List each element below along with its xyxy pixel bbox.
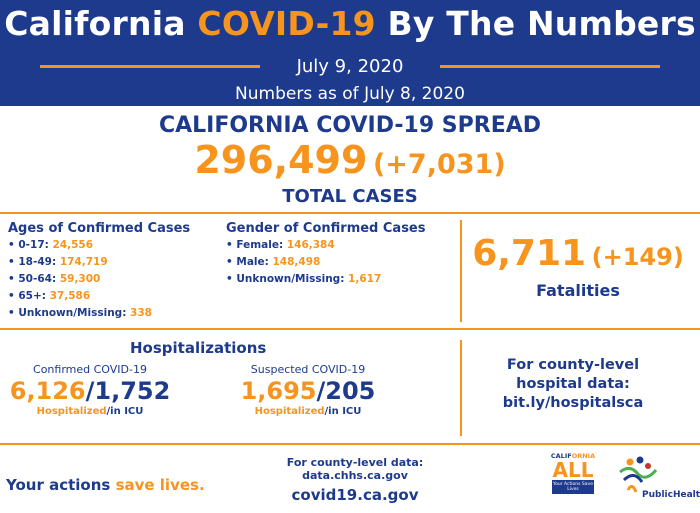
ages-title: Ages of Confirmed Cases xyxy=(8,221,191,236)
fatalities-change: (+149) xyxy=(591,243,684,271)
list-item: • Male: 148,498 xyxy=(226,256,321,268)
cdph-figure-icon xyxy=(619,456,658,493)
covid-site-link[interactable]: covid19.ca.gov xyxy=(291,486,419,504)
divider xyxy=(0,443,700,445)
header-rule-right xyxy=(440,65,660,68)
divider xyxy=(0,212,700,214)
list-item: • Unknown/Missing: 338 xyxy=(8,307,152,319)
fatalities-value: 6,711 (+149) xyxy=(468,233,688,274)
list-item: • 0-17: 24,556 xyxy=(8,239,94,251)
fatalities-number: 6,711 xyxy=(472,233,587,274)
county-hospital-data: For county-level hospital data: bit.ly/h… xyxy=(488,356,658,413)
title-prefix: California xyxy=(4,4,186,43)
suspected-label: Suspected COVID-19 xyxy=(250,363,366,376)
confirmed-hospitalized: Confirmed COVID-19 6,126/1,752 Hospitali… xyxy=(0,363,180,417)
confirmed-sublabel: Hospitalized/in ICU xyxy=(36,406,144,417)
divider xyxy=(460,220,462,322)
list-item: • 50-64: 59,300 xyxy=(8,273,101,285)
confirmed-label: Confirmed COVID-19 xyxy=(33,363,147,376)
list-item: • Female: 146,384 xyxy=(226,239,335,251)
title-highlight: COVID-19 xyxy=(197,4,376,43)
suspected-hospitalized: Suspected COVID-19 1,695/205 Hospitalize… xyxy=(218,363,398,417)
title-suffix: By The Numbers xyxy=(387,4,696,43)
page-title: California COVID-19 By The Numbers xyxy=(0,4,700,43)
cdph-logo: PublicHealth xyxy=(616,454,700,510)
data-portal-link[interactable]: data.chhs.ca.gov xyxy=(302,469,408,482)
list-item: • Unknown/Missing: 1,617 xyxy=(226,273,382,285)
fatalities-label: Fatalities xyxy=(536,281,620,300)
total-cases-value: 296,499 (+7,031) xyxy=(0,138,700,182)
spread-heading: CALIFORNIA COVID-19 SPREAD xyxy=(158,113,542,138)
report-date: July 9, 2020 xyxy=(296,56,404,77)
data-as-of: Numbers as of July 8, 2020 xyxy=(235,84,465,104)
footer-slogan: Your actions save lives. xyxy=(6,476,205,494)
hospitalizations-title: Hospitalizations xyxy=(130,339,267,357)
list-item: • 18-49: 174,719 xyxy=(8,256,108,268)
confirmed-numbers: 6,126/1,752 xyxy=(9,377,171,405)
gender-list: • Female: 146,384 • Male: 148,498 • Unkn… xyxy=(226,237,381,288)
divider xyxy=(460,340,462,436)
footer-data-links: For county-level data: data.chhs.ca.gov … xyxy=(260,456,450,504)
divider xyxy=(0,328,700,330)
suspected-sublabel: Hospitalized/in ICU xyxy=(254,406,362,417)
total-cases-number: 296,499 xyxy=(194,138,368,182)
suspected-numbers: 1,695/205 xyxy=(240,377,376,405)
california-all-logo: CALIFORNIA ALL Your Actions Save Lives xyxy=(550,452,596,494)
ages-list: • 0-17: 24,556 • 18-49: 174,719 • 50-64:… xyxy=(8,237,152,322)
hospital-data-link[interactable]: bit.ly/hospitalsca xyxy=(502,395,644,411)
gender-title: Gender of Confirmed Cases xyxy=(226,221,426,236)
header-rule-left xyxy=(40,65,260,68)
header-banner: California COVID-19 By The Numbers July … xyxy=(0,0,700,106)
list-item: • 65+: 37,586 xyxy=(8,290,91,302)
total-cases-change: (+7,031) xyxy=(372,149,506,180)
total-cases-label: TOTAL CASES xyxy=(282,186,418,207)
